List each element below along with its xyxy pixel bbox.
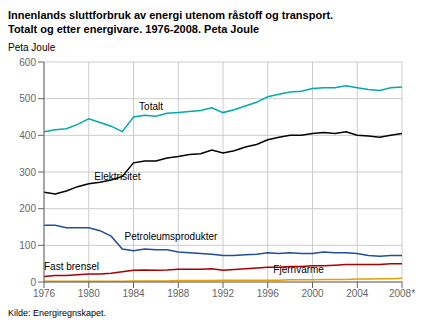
svg-text:1996: 1996 — [257, 288, 280, 299]
svg-text:1984: 1984 — [122, 288, 145, 299]
html-text:Peta Joule: Peta Joule — [8, 42, 56, 53]
svg-text:Petroleumsprodukter: Petroleumsprodukter — [125, 231, 218, 242]
svg-text:1976: 1976 — [33, 288, 56, 299]
html-text:Innenlands sluttforbruk av ene: Innenlands sluttforbruk av energi utenom… — [8, 9, 334, 21]
svg-text:200: 200 — [19, 203, 36, 214]
svg-text:400: 400 — [19, 130, 36, 141]
svg-text:Totalt: Totalt — [139, 101, 163, 112]
svg-text:Elektrisitet: Elektrisitet — [94, 171, 140, 182]
svg-text:500: 500 — [19, 93, 36, 104]
svg-text:1992: 1992 — [212, 288, 235, 299]
svg-text:1980: 1980 — [78, 288, 101, 299]
svg-text:100: 100 — [19, 240, 36, 251]
svg-text:1988: 1988 — [167, 288, 190, 299]
svg-text:0: 0 — [30, 277, 36, 288]
html-text:Totalt og etter energivare. 19: Totalt og etter energivare. 1976-2008. P… — [8, 23, 260, 35]
svg-text:Fast brensel: Fast brensel — [44, 261, 99, 272]
svg-text:Fjernvarme: Fjernvarme — [273, 264, 324, 275]
html-text:Kilde: Energiregnskapet.: Kilde: Energiregnskapet. — [8, 308, 107, 318]
svg-text:2000: 2000 — [301, 288, 324, 299]
svg-text:2004: 2004 — [346, 288, 369, 299]
svg-text:300: 300 — [19, 167, 36, 178]
svg-text:2008*: 2008* — [389, 288, 415, 299]
svg-text:600: 600 — [19, 57, 36, 68]
